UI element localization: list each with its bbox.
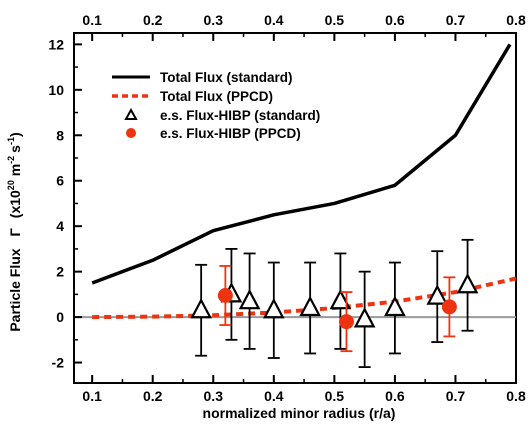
legend-circle-marker [126, 128, 136, 138]
x-tick-label: 0.1 [82, 388, 102, 404]
x-tick-label: 0.6 [385, 388, 405, 404]
total-flux-standard-line [91, 43, 512, 285]
x-tick-label-top: 0.1 [82, 12, 102, 28]
hibp-standard-point [384, 295, 406, 317]
hibp-ppcd-point [338, 314, 354, 330]
y-axis-units-exp2: -2 [6, 156, 16, 164]
hibp-standard-point [329, 288, 352, 310]
x-axis-title: normalized minor radius (r/a) [203, 405, 396, 421]
y-tick-label: 8 [56, 127, 64, 143]
hibp-standard-point [353, 307, 376, 328]
y-axis-title: Particle Flux Γ (x1020 m-2 s-1) [6, 132, 23, 331]
hibp-standard-point [426, 284, 449, 305]
x-tick-label: 0.3 [204, 388, 224, 404]
y-tick-label: 12 [48, 36, 64, 52]
x-tick-label: 0.4 [264, 388, 284, 404]
y-tick-label: 0 [56, 309, 64, 325]
x-tick-label-top: 0.8 [506, 12, 526, 28]
y-axis-label: Particle Flux [7, 248, 23, 331]
legend: Total Flux (standard) Total Flux (PPCD) … [112, 70, 320, 141]
y-tick-label: 10 [48, 82, 64, 98]
y-axis-units-mid: m [7, 164, 23, 180]
x-tick-label: 0.2 [143, 388, 163, 404]
y-axis-units-exp3: -1 [6, 137, 16, 145]
y-axis-units-s: s [7, 145, 23, 153]
legend-label-hibp-ppcd: e.s. Flux-HIBP (PPCD) [160, 126, 301, 141]
hibp-standard-point [456, 272, 479, 294]
x-tick-label: 0.8 [506, 388, 526, 404]
y-tick-label: -2 [52, 355, 65, 371]
legend-label-ppcd: Total Flux (PPCD) [160, 89, 273, 104]
x-tick-label: 0.5 [325, 388, 345, 404]
hibp-ppcd-point [441, 299, 457, 315]
y-axis-units-exp1: 20 [6, 180, 16, 190]
legend-label-standard: Total Flux (standard) [160, 70, 293, 85]
x-tick-label: 0.7 [446, 388, 466, 404]
plot-frame [73, 32, 517, 384]
x-tick-label-top: 0.4 [264, 12, 284, 28]
hibp-standard-point [262, 297, 285, 319]
y-axis-units-suffix: ) [7, 132, 23, 137]
x-tick-label-top: 0.5 [325, 12, 345, 28]
y-tick-label: 4 [56, 218, 64, 234]
y-tick-label: 2 [56, 264, 64, 280]
hibp-standard-point [299, 295, 321, 317]
hibp-standard-point [190, 297, 212, 319]
y-axis-units-prefix: (x10 [7, 190, 23, 218]
hibp-ppcd-point [217, 288, 233, 303]
x-tick-label-top: 0.7 [446, 12, 466, 28]
y-axis-symbol: Γ [7, 228, 23, 237]
legend-label-hibp-standard: e.s. Flux-HIBP (standard) [160, 108, 320, 123]
x-tick-label-top: 0.6 [385, 12, 405, 28]
hibp-standard-point [238, 288, 261, 310]
total-flux-ppcd-line [92, 276, 517, 320]
plot-marks: 0.1 0.1 0.2 0.2 0.3 0.3 0.4 0.4 0.5 0.5 0.6 0.6 0.7 0… [48, 12, 526, 404]
legend-triangle-marker [124, 107, 138, 120]
x-tick-label-top: 0.3 [204, 12, 224, 28]
y-tick-label: 6 [56, 173, 64, 189]
x-tick-label-top: 0.2 [143, 12, 163, 28]
